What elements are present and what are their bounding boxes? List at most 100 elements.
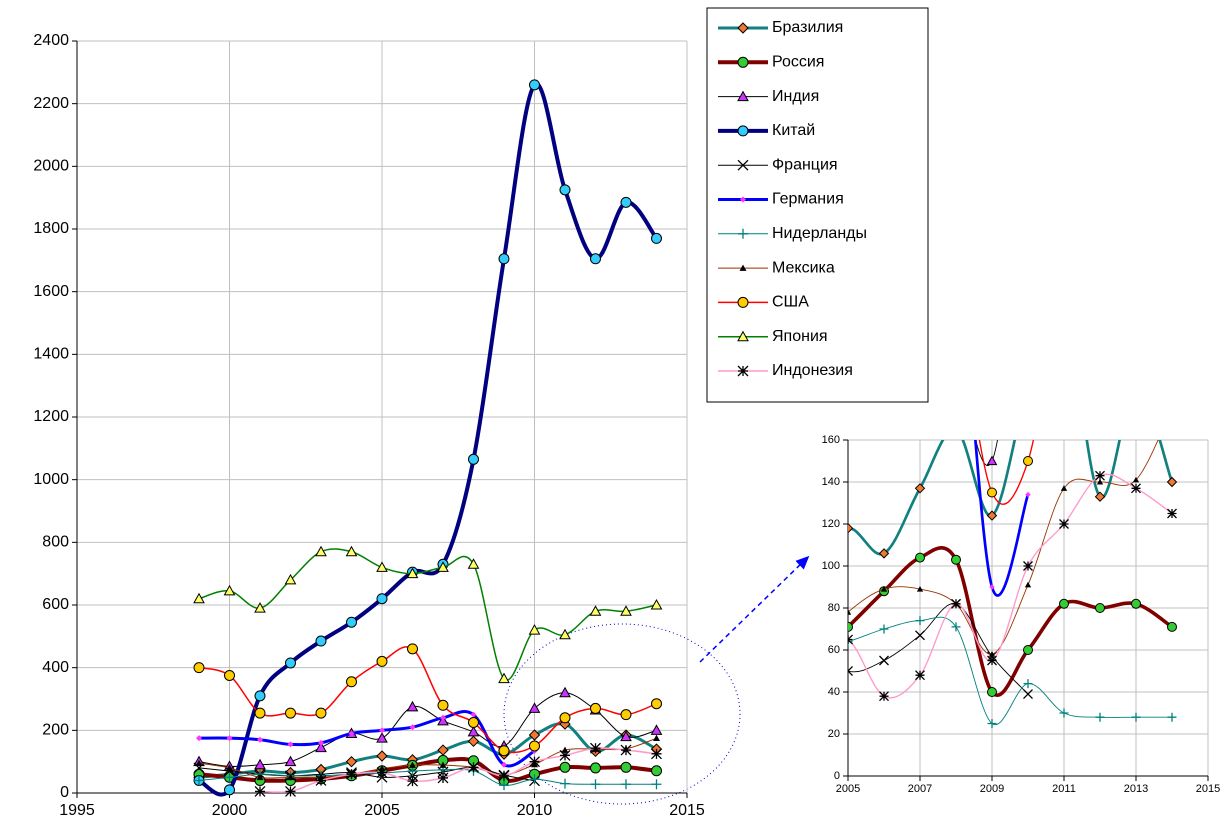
point [848, 666, 853, 676]
point [665, 406, 670, 411]
point [629, 573, 635, 579]
point [620, 730, 632, 742]
point [952, 362, 961, 370]
point [773, 668, 779, 674]
point [409, 761, 416, 768]
point [559, 686, 571, 698]
point [315, 545, 327, 557]
point [736, 761, 745, 770]
x-tick-label: 2015 [1196, 783, 1220, 795]
point [315, 775, 327, 786]
series-line [974, 440, 1030, 597]
point [736, 562, 745, 570]
point [406, 567, 419, 579]
point [254, 707, 266, 719]
point [346, 676, 357, 688]
series-line [197, 81, 659, 797]
point [1023, 456, 1033, 466]
point [559, 184, 571, 196]
point [808, 646, 817, 655]
series-line [848, 440, 1159, 655]
point [1095, 603, 1105, 613]
series-line [198, 692, 657, 767]
point [376, 732, 388, 743]
point [1166, 476, 1178, 488]
point [879, 691, 889, 702]
point [737, 296, 749, 308]
y-tick-label: 1200 [33, 408, 69, 425]
point [501, 761, 507, 768]
legend-label: Бразилия [772, 19, 843, 36]
point [772, 646, 781, 655]
point [528, 624, 541, 635]
point [467, 735, 480, 748]
point [528, 729, 541, 741]
point [1023, 645, 1033, 655]
y-tick-label: 20 [828, 728, 840, 740]
point [318, 739, 324, 746]
legend-label: Индонезия [772, 362, 853, 379]
point [499, 780, 509, 791]
point [737, 365, 749, 377]
point [848, 634, 853, 645]
y-tick-label: 600 [42, 596, 69, 613]
point [844, 404, 853, 412]
point [914, 483, 926, 494]
point [254, 602, 266, 613]
point [590, 702, 601, 714]
point [284, 755, 297, 767]
point [376, 561, 388, 572]
point [1168, 352, 1177, 360]
point [223, 584, 236, 596]
point [951, 622, 961, 632]
point [988, 5, 997, 13]
point [651, 748, 662, 760]
point [528, 702, 541, 713]
point [737, 448, 742, 453]
point [437, 561, 449, 572]
point [915, 670, 925, 681]
point [407, 775, 418, 787]
x-tick-label: 2015 [669, 802, 705, 819]
point [498, 672, 510, 684]
point [739, 264, 747, 271]
point [989, 584, 995, 590]
point [440, 714, 446, 721]
point [772, 688, 781, 697]
point [740, 196, 746, 203]
point [287, 741, 294, 748]
point [284, 573, 297, 585]
point [1167, 621, 1177, 632]
point [916, 585, 924, 592]
y-tick-label: 0 [834, 770, 840, 782]
point [345, 755, 358, 768]
point [915, 616, 925, 626]
point [620, 744, 632, 756]
point [1095, 712, 1105, 722]
y-tick-label: 2000 [33, 158, 69, 175]
point [196, 735, 202, 742]
point [650, 598, 663, 610]
point [468, 717, 479, 728]
point [701, 668, 707, 674]
point [987, 719, 997, 728]
point [987, 687, 997, 697]
point [376, 750, 388, 762]
legend-label: Германия [772, 191, 844, 208]
y-tick-label: 800 [42, 534, 69, 551]
point [986, 455, 998, 466]
point [1131, 712, 1141, 722]
point [736, 656, 745, 665]
point [406, 700, 419, 712]
legend-label: Мексика [772, 259, 835, 276]
y-tick-label: 1600 [33, 283, 69, 300]
point [315, 707, 327, 719]
legend-label: Индия [772, 88, 819, 105]
point [1096, 478, 1104, 485]
point [737, 22, 749, 34]
point [376, 655, 388, 667]
point [529, 774, 540, 785]
point [772, 467, 781, 475]
point [226, 735, 233, 742]
point [737, 90, 749, 102]
